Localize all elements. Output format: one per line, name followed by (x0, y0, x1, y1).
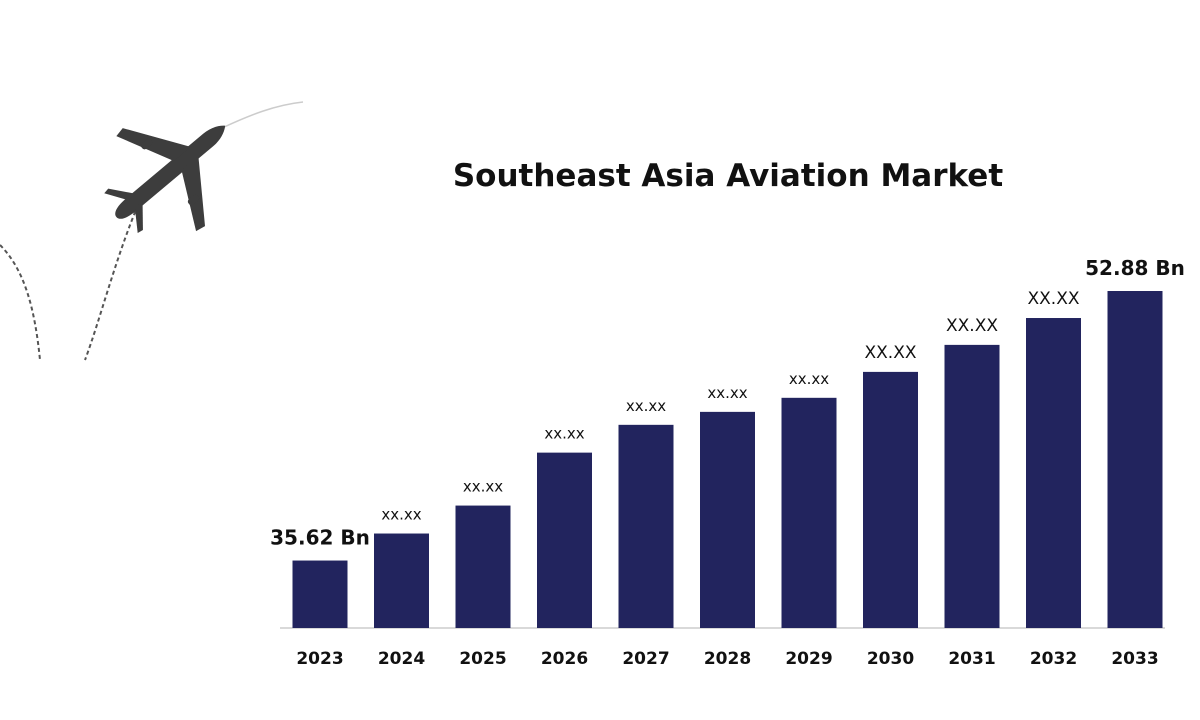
data-label: XX.XX (946, 316, 998, 336)
data-label: xx.xx (707, 384, 747, 402)
data-label: XX.XX (1028, 289, 1080, 309)
bar-2028 (700, 411, 755, 628)
data-label: xx.xx (626, 397, 666, 415)
bar-2027 (618, 424, 674, 628)
data-label: xx.xx (463, 478, 503, 496)
bar-2026 (537, 452, 592, 628)
flight-path-dashed (84, 204, 139, 361)
flight-path-faint (221, 101, 304, 129)
chart-title: Southeast Asia Aviation Market (453, 158, 1003, 194)
bar-2025 (455, 505, 511, 628)
x-tick-label: 2023 (296, 649, 343, 669)
x-tick-label: 2032 (1030, 649, 1077, 669)
data-label: XX.XX (865, 343, 917, 363)
bar-2032 (1026, 318, 1081, 628)
x-tick-label: 2028 (704, 649, 751, 669)
x-tick-label: 2026 (541, 649, 588, 669)
x-tick-label: 2027 (622, 649, 669, 669)
flight-path-dashed (0, 244, 41, 361)
data-label: xx.xx (544, 425, 584, 443)
bar-2024 (374, 533, 429, 628)
bar-2033 (1107, 291, 1163, 628)
bar-2023 (292, 560, 348, 628)
bar-2030 (863, 371, 918, 628)
x-tick-label: 2025 (459, 649, 506, 669)
data-label: xx.xx (381, 506, 421, 524)
bar-2031 (944, 344, 1000, 628)
x-tick-label: 2030 (867, 649, 914, 669)
data-label: 52.88 Bn (1085, 256, 1185, 280)
airplane-icon (104, 125, 226, 234)
airplane-decoration (0, 101, 304, 361)
data-label: xx.xx (789, 370, 829, 388)
bar-2029 (781, 397, 837, 628)
x-tick-label: 2031 (948, 649, 995, 669)
data-label: 35.62 Bn (270, 526, 370, 550)
x-tick-label: 2033 (1111, 649, 1158, 669)
x-tick-label: 2029 (785, 649, 832, 669)
x-tick-label: 2024 (378, 649, 425, 669)
